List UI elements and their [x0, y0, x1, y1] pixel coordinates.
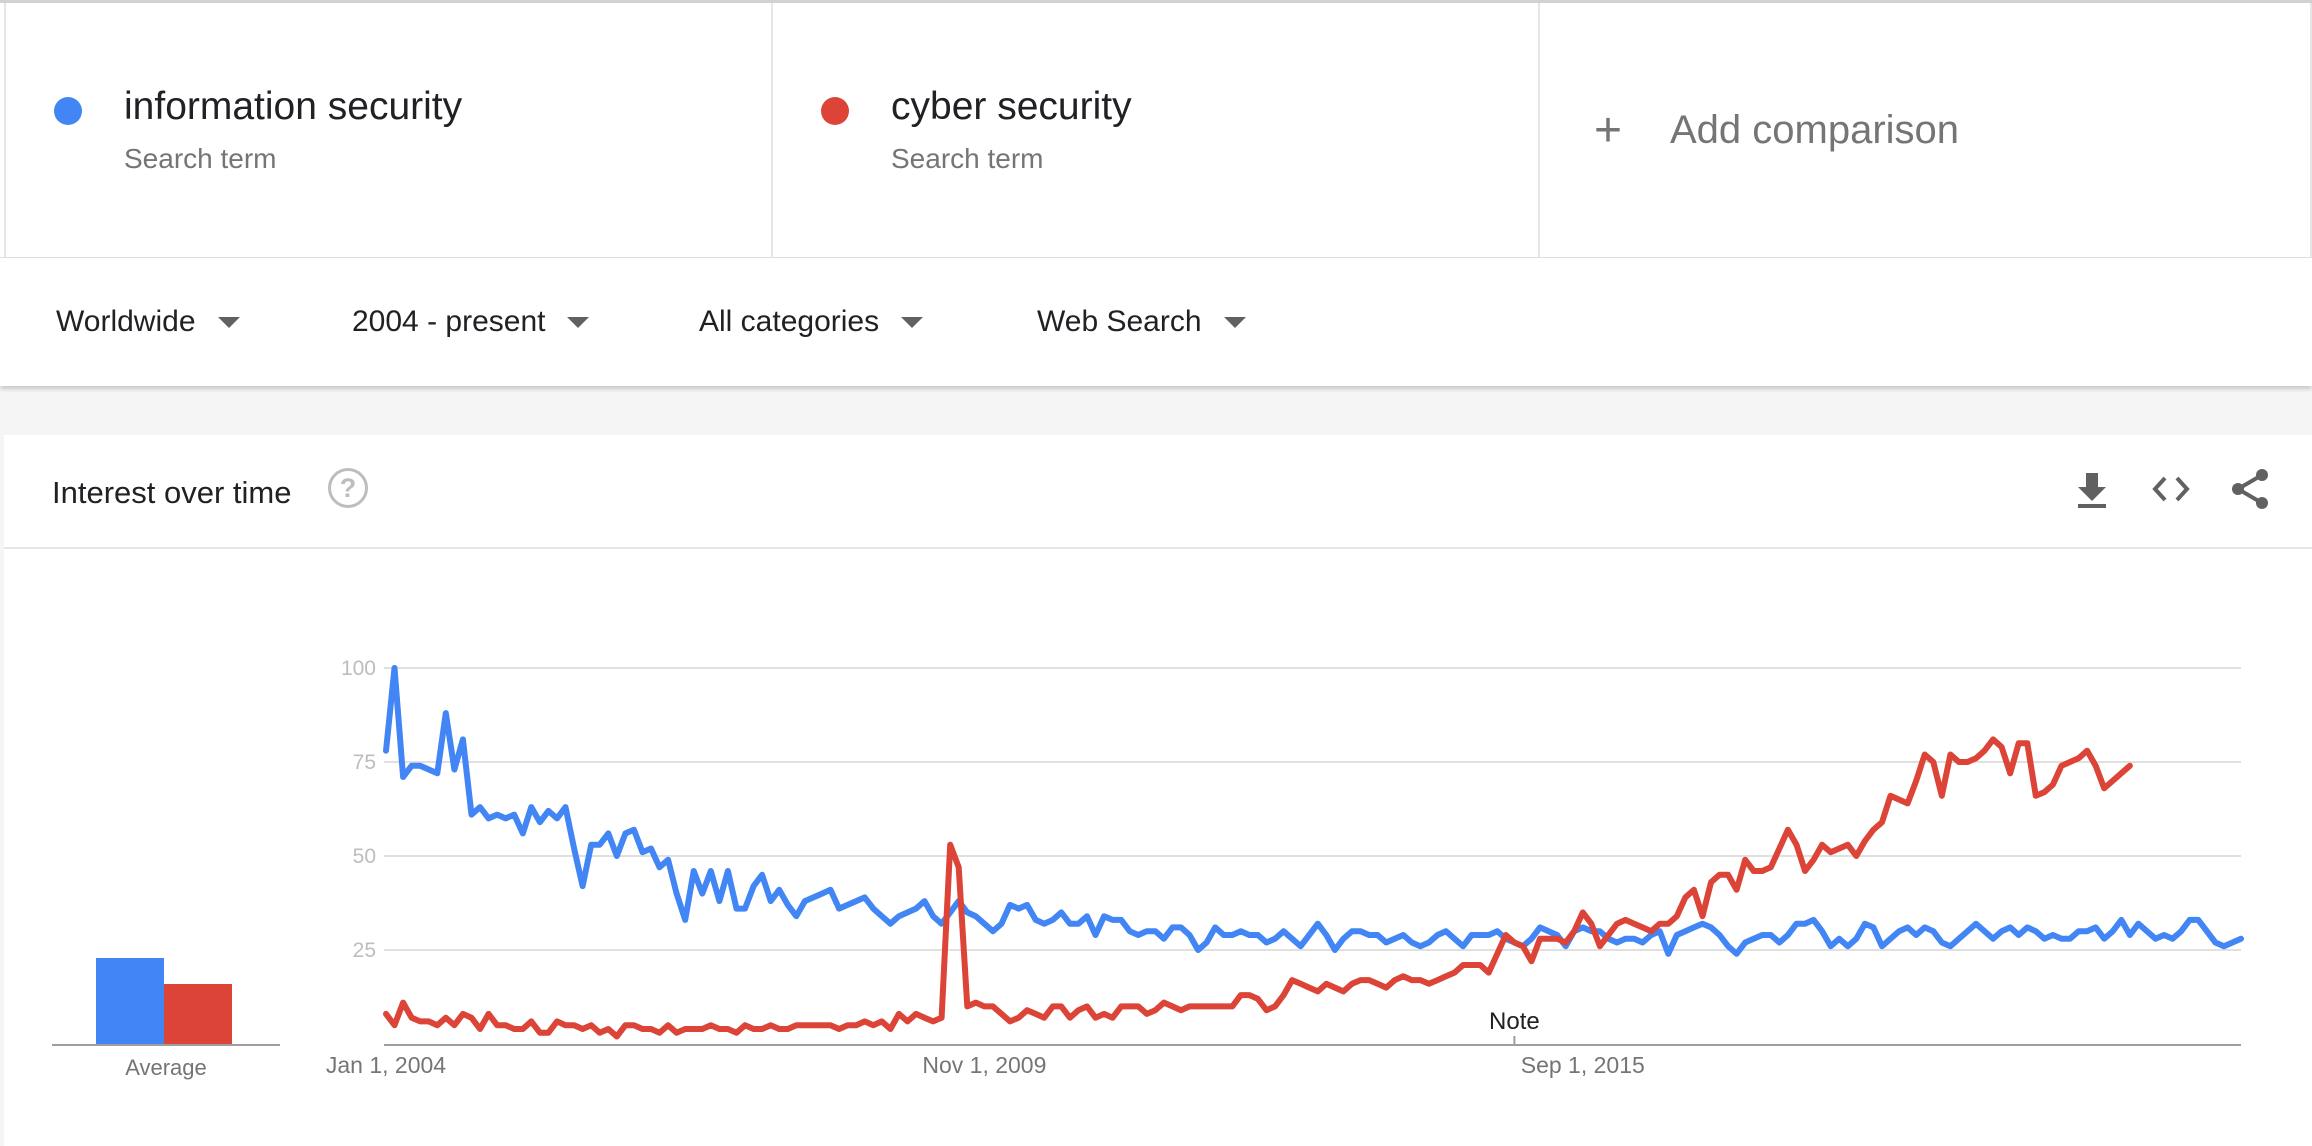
region-filter[interactable]: Worldwide: [56, 305, 240, 339]
caret-down-icon: [1223, 316, 1246, 328]
share-icon[interactable]: [2226, 465, 2274, 513]
comparison-bar: information security Search term cyber s…: [0, 0, 2312, 258]
y-tick-label: 100: [341, 657, 376, 680]
add-comparison-card[interactable]: + Add comparison: [1538, 3, 2312, 258]
term-type: Search term: [124, 143, 277, 174]
plus-icon: +: [1594, 103, 1623, 157]
time-range-filter[interactable]: 2004 - present: [352, 305, 590, 339]
card-title: Interest over time: [52, 475, 292, 510]
interest-over-time-card: Interest over time ? Average 25 50 75 100 Ja…: [4, 435, 2312, 1146]
series-color-dot: [54, 97, 82, 125]
x-tick-label: Sep 1, 2015: [1521, 1052, 1645, 1078]
interest-line-chart[interactable]: 25 50 75 100 Jan 1, 2004 Nov 1, 2009 Sep 1, 20…: [4, 435, 2312, 1146]
category-filter-label: All categories: [699, 305, 880, 338]
add-comparison-button[interactable]: + Add comparison: [1594, 103, 1960, 157]
term-card-cyber-security[interactable]: cyber security Search term: [771, 3, 1539, 258]
help-icon[interactable]: ?: [328, 468, 368, 508]
y-tick-label: 75: [353, 751, 376, 774]
y-tick-label: 25: [353, 939, 376, 962]
embed-code-icon[interactable]: [2147, 465, 2195, 513]
note-label: Note: [1489, 1008, 1540, 1035]
term-card-information-security[interactable]: information security Search term: [4, 3, 772, 258]
average-label: Average: [125, 1055, 207, 1080]
filter-bar: Worldwide 2004 - present All categories …: [0, 258, 2312, 386]
average-bar-information-security: [96, 957, 164, 1044]
category-filter[interactable]: All categories: [699, 305, 924, 339]
region-filter-label: Worldwide: [56, 305, 196, 338]
series-line-information-security: [383, 665, 2244, 957]
term-name[interactable]: information security: [124, 85, 463, 128]
average-bar-cyber-security: [164, 984, 232, 1044]
add-comparison-label: Add comparison: [1670, 108, 1960, 152]
download-icon[interactable]: [2068, 465, 2116, 513]
y-tick-label: 50: [353, 845, 376, 868]
card-divider: [4, 547, 2312, 549]
average-axis: [52, 1044, 280, 1046]
caret-down-icon: [567, 316, 590, 328]
time-range-filter-label: 2004 - present: [352, 305, 546, 338]
term-name[interactable]: cyber security: [891, 85, 1132, 128]
series-line-cyber-security: [383, 736, 2133, 1040]
search-property-filter[interactable]: Web Search: [1037, 305, 1246, 339]
x-tick-label: Jan 1, 2004: [326, 1052, 446, 1078]
caret-down-icon: [217, 316, 240, 328]
term-type: Search term: [891, 143, 1044, 174]
search-property-filter-label: Web Search: [1037, 305, 1202, 338]
series-color-dot: [821, 97, 849, 125]
x-tick-label: Nov 1, 2009: [922, 1052, 1046, 1078]
caret-down-icon: [901, 316, 924, 328]
